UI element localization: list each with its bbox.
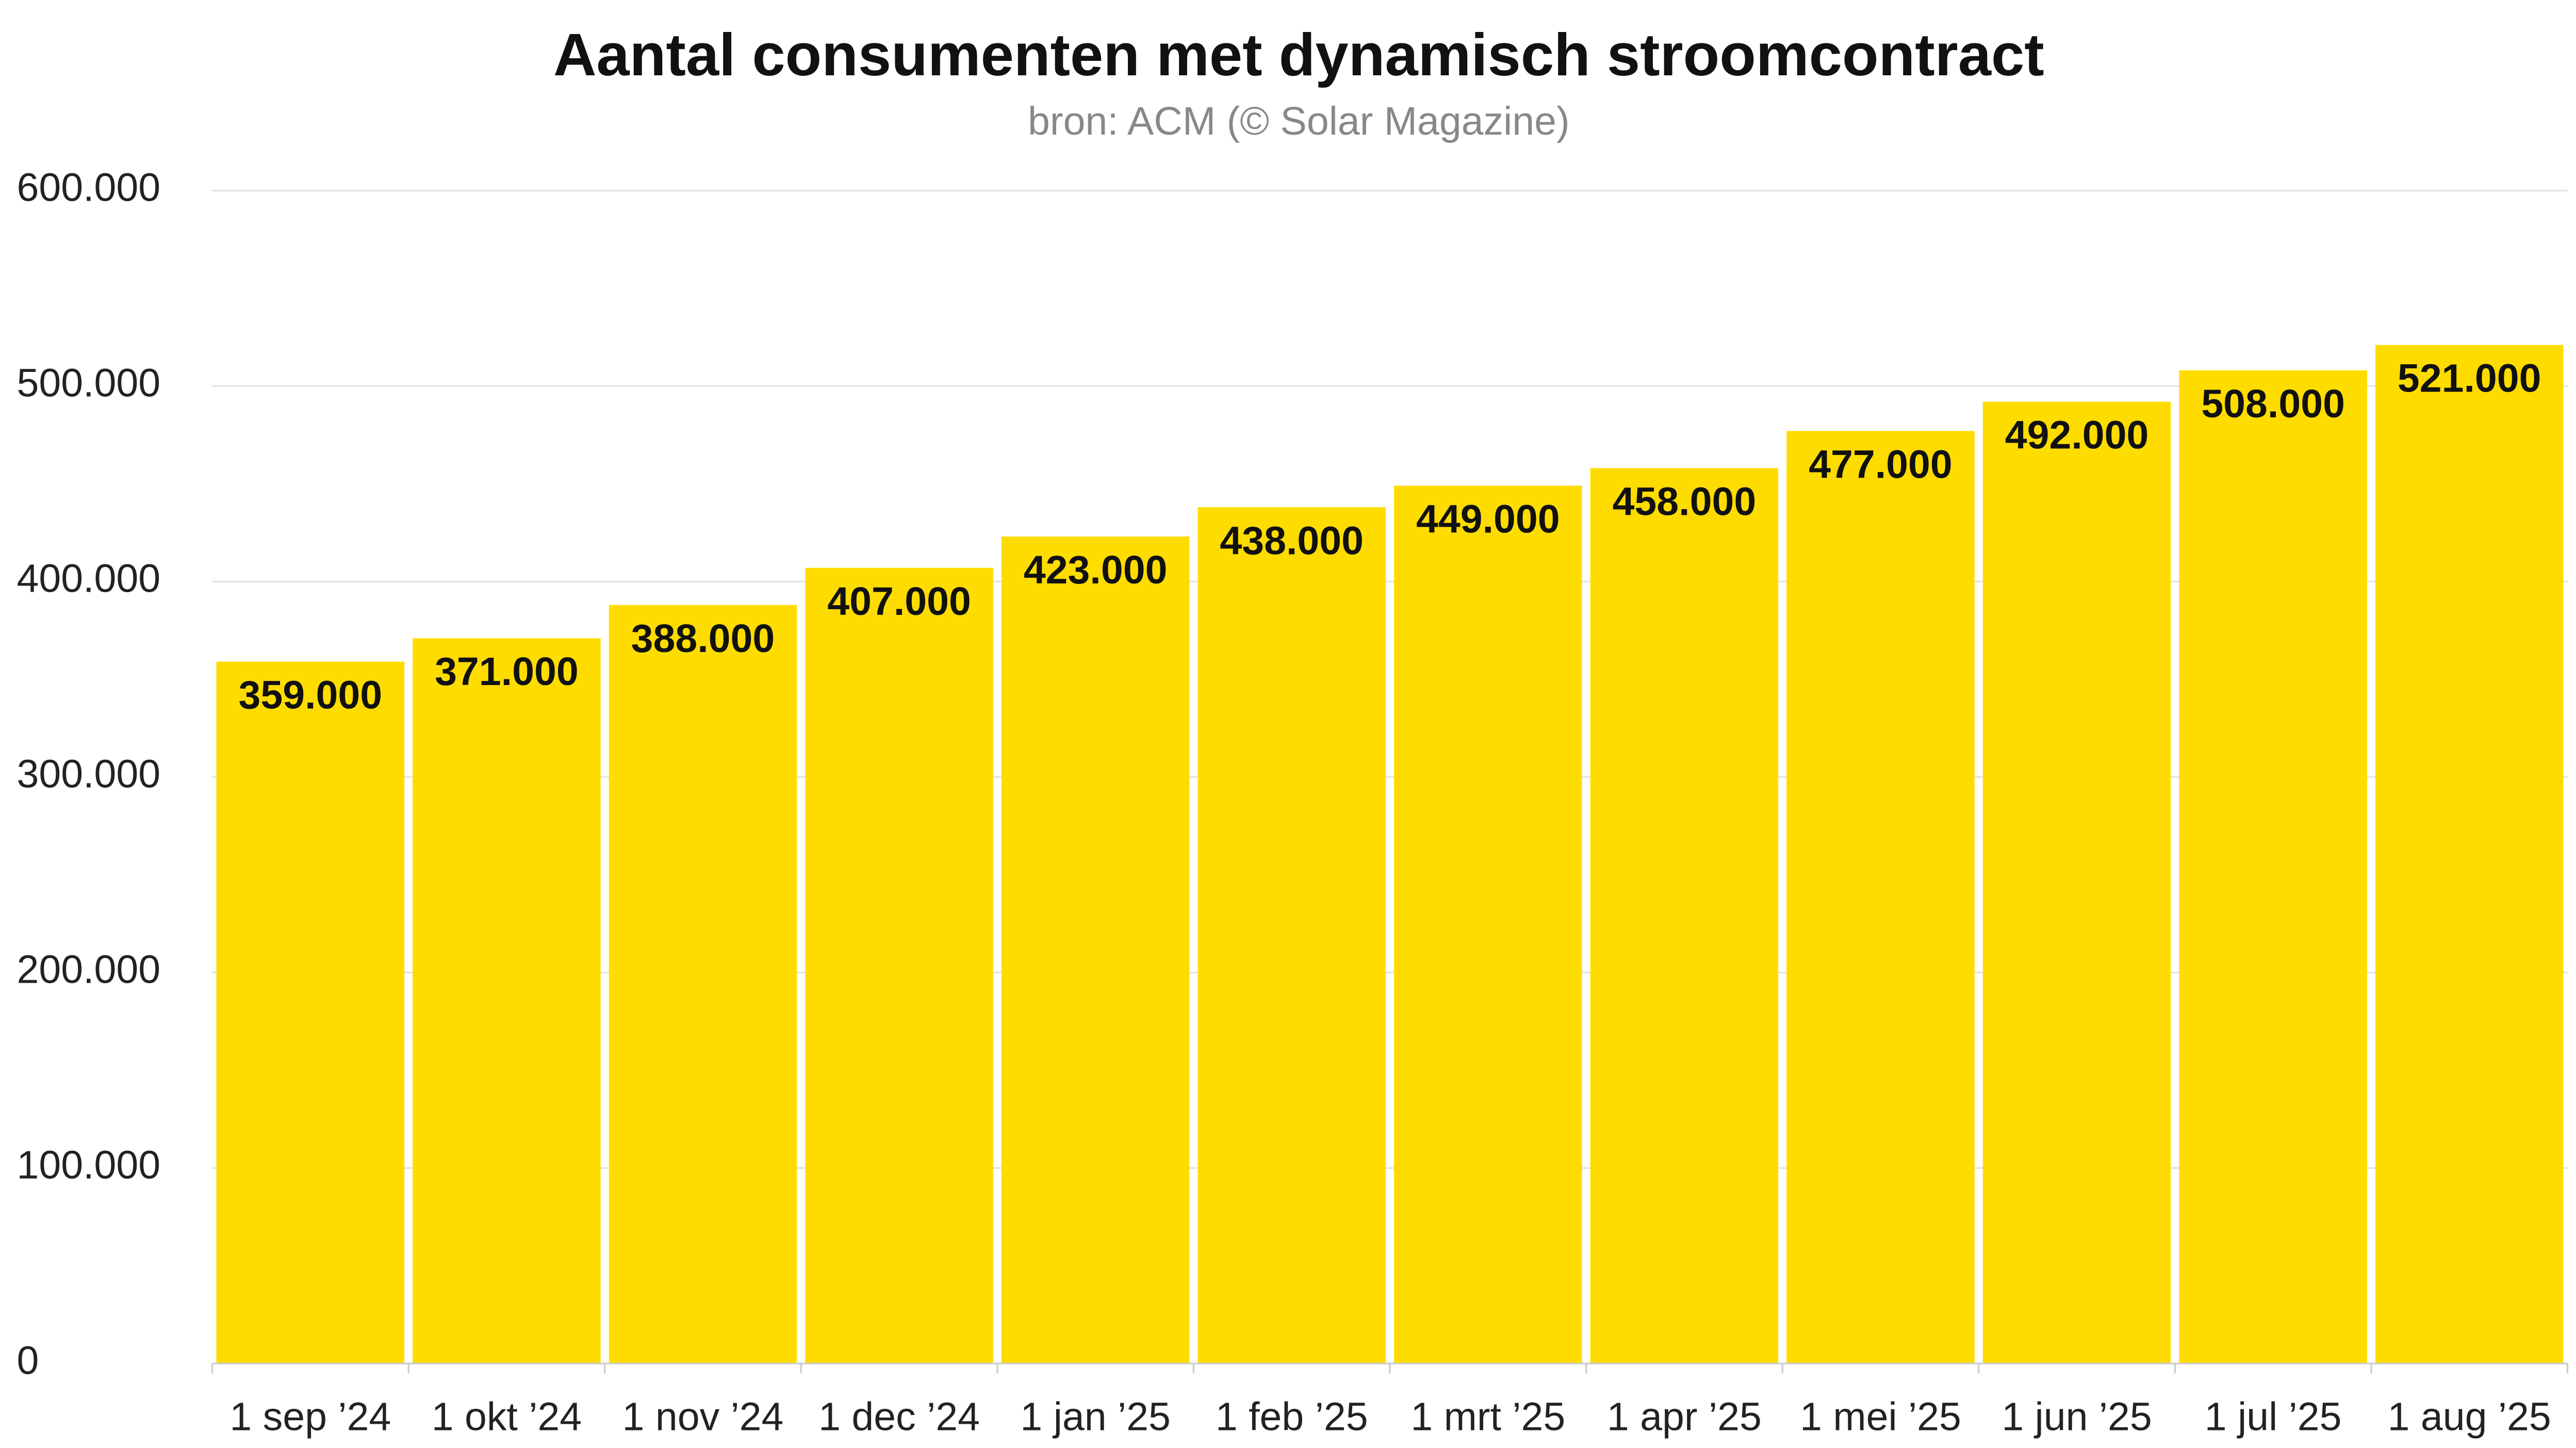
bar [2179, 370, 2367, 1364]
bar [805, 567, 993, 1364]
y-tick-label: 600.000 [17, 166, 161, 210]
bar [1394, 485, 1582, 1364]
value-label: 371.000 [435, 649, 579, 694]
chart-title: Aantal consumenten met dynamisch stroomc… [553, 21, 2044, 88]
x-tick-label: 1 mei ’25 [1800, 1395, 1961, 1439]
x-tick-label: 1 dec ’24 [818, 1395, 980, 1439]
x-tick-label: 1 jul ’25 [2205, 1395, 2342, 1439]
x-tick-label: 1 feb ’25 [1216, 1395, 1368, 1439]
value-label: 449.000 [1416, 497, 1560, 542]
value-label: 388.000 [631, 616, 775, 661]
value-label: 423.000 [1024, 548, 1168, 592]
bar [413, 638, 601, 1364]
x-tick-label: 1 jan ’25 [1020, 1395, 1170, 1439]
y-tick-label: 300.000 [17, 752, 161, 796]
y-tick-label: 0 [17, 1339, 39, 1383]
value-label: 407.000 [827, 579, 971, 624]
value-label: 477.000 [1809, 443, 1952, 487]
x-tick-label: 1 aug ’25 [2388, 1395, 2551, 1439]
bar [1982, 401, 2171, 1364]
y-tick-label: 100.000 [17, 1143, 161, 1187]
x-tick-label: 1 jun ’25 [2001, 1395, 2152, 1439]
bar [1786, 431, 1975, 1364]
y-tick-label: 500.000 [17, 361, 161, 405]
x-tick-label: 1 sep ’24 [229, 1395, 391, 1439]
value-label: 521.000 [2398, 356, 2541, 401]
x-tick-label: 1 apr ’25 [1607, 1395, 1762, 1439]
bar [216, 661, 405, 1364]
bar [1590, 468, 1779, 1364]
bar [2375, 345, 2564, 1364]
chart-subtitle: bron: ACM (© Solar Magazine) [1028, 99, 1570, 143]
value-label: 508.000 [2201, 382, 2345, 426]
value-label: 438.000 [1220, 518, 1364, 563]
value-label: 492.000 [2005, 413, 2149, 458]
value-label: 458.000 [1613, 480, 1757, 524]
x-tick-label: 1 mrt ’25 [1410, 1395, 1565, 1439]
bar [1001, 536, 1190, 1364]
bar [1197, 507, 1386, 1364]
y-tick-label: 200.000 [17, 948, 161, 992]
value-label: 359.000 [238, 673, 382, 718]
y-tick-label: 400.000 [17, 557, 161, 601]
x-tick-label: 1 okt ’24 [432, 1395, 582, 1439]
x-tick-label: 1 nov ’24 [622, 1395, 784, 1439]
bar [609, 605, 797, 1364]
